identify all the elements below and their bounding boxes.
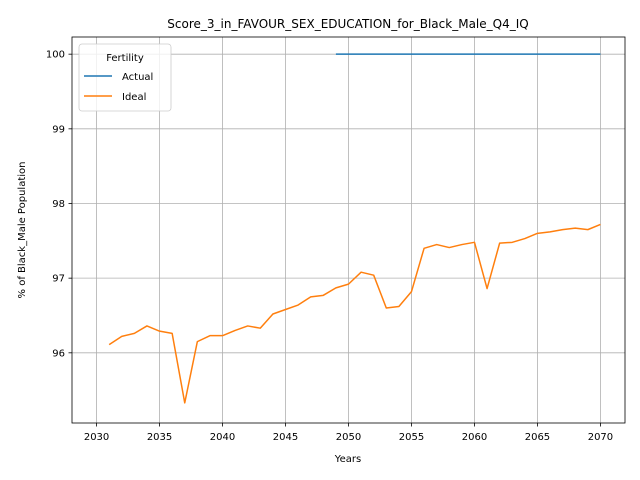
x-tick-label: 2030 xyxy=(84,432,109,443)
x-tick-label: 2050 xyxy=(336,432,361,443)
y-tick-label: 100 xyxy=(46,50,65,61)
x-axis-label: Years xyxy=(334,454,361,465)
series-line-ideal xyxy=(108,223,601,404)
chart-title: Score_3_in_FAVOUR_SEX_EDUCATION_for_Blac… xyxy=(167,17,528,31)
x-tick-label: 2070 xyxy=(588,432,613,443)
legend-title: Fertility xyxy=(106,53,144,64)
x-tick-label: 2045 xyxy=(273,432,298,443)
y-tick-label: 98 xyxy=(52,199,65,210)
y-tick-label: 97 xyxy=(52,274,65,285)
x-tick-label: 2060 xyxy=(462,432,487,443)
y-tick-label: 96 xyxy=(52,348,65,359)
y-axis-label: % of Black_Male Population xyxy=(17,162,28,299)
x-tick-label: 2035 xyxy=(147,432,172,443)
series-layer xyxy=(108,53,601,404)
legend-label-ideal: Ideal xyxy=(122,92,146,103)
axis-ticks: 2030 2035 2040 2045 2050 2055 2060 2065 2070 96 97… xyxy=(46,50,613,443)
x-tick-label: 2055 xyxy=(399,432,424,443)
legend-box xyxy=(78,43,172,112)
legend-label-actual: Actual xyxy=(122,72,153,83)
y-tick-label: 99 xyxy=(52,124,65,135)
x-tick-label: 2065 xyxy=(525,432,550,443)
x-tick-label: 2040 xyxy=(210,432,235,443)
legend: Fertility Actual Ideal xyxy=(78,43,172,112)
